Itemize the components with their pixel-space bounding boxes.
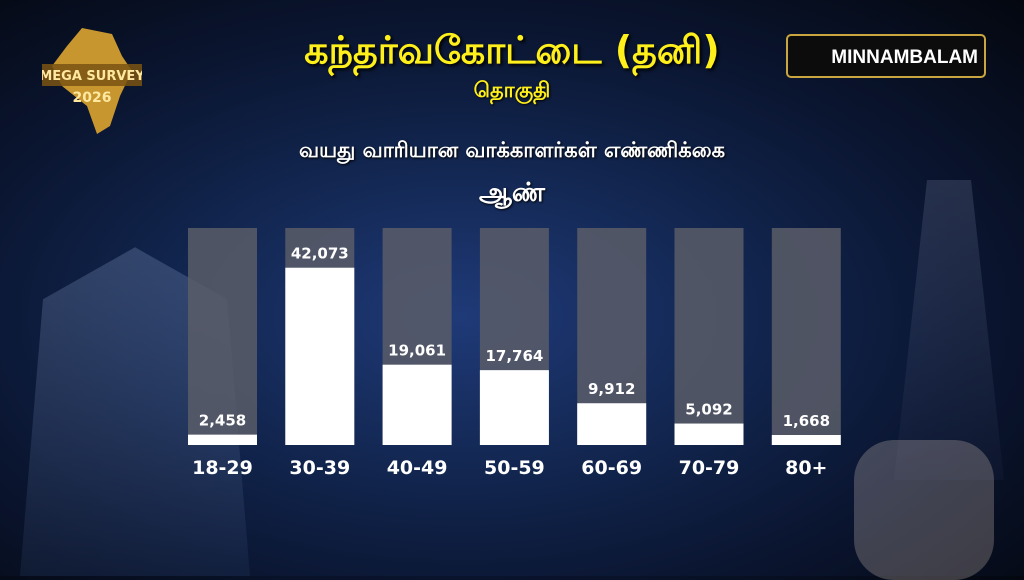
mega-survey-logo: MEGA SURVEY 2026 (42, 28, 142, 134)
data-label: 2,458 (199, 412, 246, 430)
chart-title: வயது வாரியான வாக்காளர்கள் எண்ணிக்கை (298, 138, 726, 162)
bar (577, 403, 647, 445)
data-label: 5,092 (685, 401, 732, 419)
bar (771, 435, 841, 445)
bar-track (771, 228, 841, 445)
category-label: 60-69 (581, 457, 642, 479)
svg-text:MEGA SURVEY: MEGA SURVEY (42, 69, 142, 84)
category-label: 80+ (785, 457, 827, 479)
data-label: 42,073 (291, 245, 349, 263)
data-label: 1,668 (783, 412, 830, 430)
data-label: 19,061 (388, 342, 446, 360)
category-label: 40-49 (387, 457, 448, 479)
data-label: 9,912 (588, 380, 635, 398)
bar (382, 364, 452, 445)
constituency-subtitle: தொகுதி (473, 78, 551, 102)
category-label: 50-59 (484, 457, 545, 479)
bar-track (674, 228, 744, 445)
data-label: 17,764 (485, 347, 543, 365)
bar (188, 434, 257, 445)
category-label: 18-29 (192, 457, 253, 479)
bar (674, 423, 744, 445)
svg-text:2026: 2026 (73, 90, 112, 106)
background-hand (854, 440, 994, 580)
category-label: 30-39 (289, 457, 350, 479)
constituency-title: கந்தர்வகோட்டை (தனி) (304, 28, 720, 72)
bar-track (188, 228, 257, 445)
bar (285, 267, 355, 445)
bar (479, 370, 549, 445)
chart-subtitle: ஆண் (479, 178, 545, 208)
brand-badge: MINNAMBALAM (786, 34, 986, 78)
category-label: 70-79 (679, 457, 740, 479)
